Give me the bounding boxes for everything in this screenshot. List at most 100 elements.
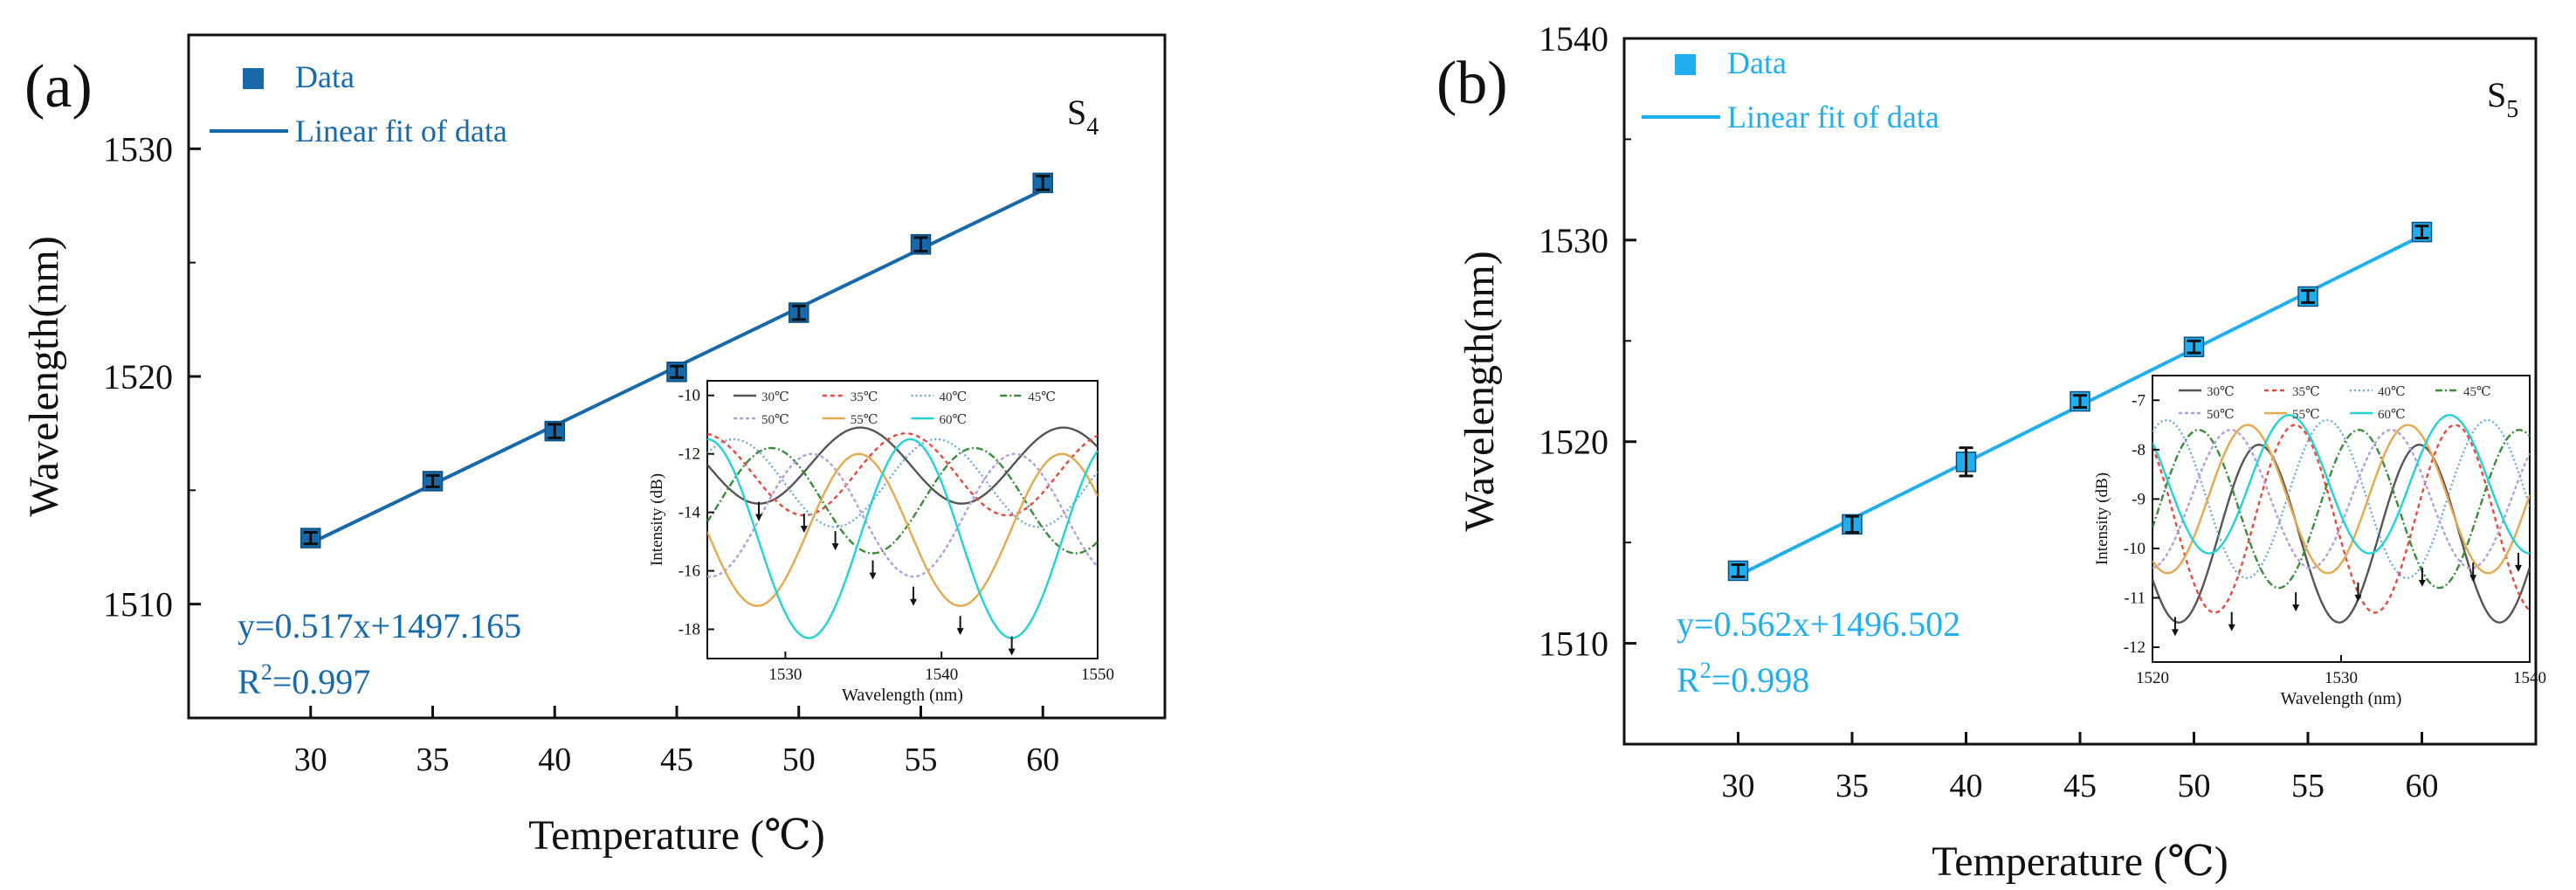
- sample-label: S4: [1067, 93, 1099, 141]
- legend: Data Linear fit of data: [210, 59, 507, 148]
- y-tick-label: 1520: [1539, 423, 1608, 462]
- r-squared: R2=0.998: [1677, 658, 1809, 700]
- inset-arrow-head: [2292, 604, 2300, 612]
- inset-y-axis-label: Intensity (dB): [648, 473, 666, 566]
- x-tick-label: 35: [417, 742, 450, 778]
- legend: Data Linear fit of data: [1642, 45, 1939, 135]
- panel-label: (b): [1436, 50, 1508, 117]
- r-squared-sup: 2: [261, 659, 272, 685]
- legend-label-fit: Linear fit of data: [1727, 100, 1939, 135]
- inset-arrow-head: [910, 598, 918, 606]
- inset-y-tick-label: -7: [2132, 391, 2146, 410]
- inset-legend-label: 60℃: [940, 413, 968, 427]
- inset-legend-label: 35℃: [851, 390, 878, 404]
- x-tick-label: 60: [2406, 768, 2439, 804]
- inset-y-tick-label: -10: [678, 387, 700, 405]
- panel-a: (a) 30 35 40 45 50 55 60 1510 1520 1530 Temperature…: [21, 33, 1167, 859]
- sample-label-sub: 4: [1086, 114, 1099, 141]
- x-tick-label: 45: [2063, 768, 2097, 804]
- inset-frame: [706, 380, 1099, 659]
- y-tick-label: 1530: [1539, 221, 1608, 260]
- inset-curve: [2152, 413, 2530, 555]
- legend-marker-data: [243, 68, 264, 89]
- inset-legend-label: 40℃: [940, 390, 968, 404]
- inset-curve: [707, 446, 1098, 555]
- inset-curve: [2152, 443, 2530, 624]
- x-tick-label: 50: [2178, 768, 2211, 804]
- x-axis-label: Temperature (℃): [528, 812, 825, 859]
- inset-curve: [2152, 424, 2530, 575]
- inset-arrow-head: [2418, 579, 2426, 587]
- inset-y-tick-label: -9: [2132, 490, 2146, 508]
- y-axis-label: Wavelength(nm): [1457, 251, 1503, 531]
- sample-label: S5: [2487, 75, 2518, 123]
- inset-legend-label: 55℃: [2292, 408, 2320, 422]
- legend-marker-data: [1675, 54, 1696, 75]
- inset-curve: [707, 438, 1098, 639]
- x-tick-label: 55: [905, 742, 938, 778]
- inset-legend-label: 30℃: [2207, 385, 2235, 399]
- x-tick-label: 45: [660, 742, 693, 778]
- x-tick-label: 30: [1722, 768, 1755, 804]
- inset-x-tick-label: 1520: [2136, 669, 2169, 687]
- inset-x-axis-label: Wavelength (nm): [2281, 689, 2402, 708]
- fit-equation: y=0.562x+1496.502: [1677, 604, 1960, 644]
- inset-legend-label: 30℃: [761, 390, 789, 404]
- inset: 30℃ 35℃ 40℃ 45℃ 50℃ 55℃ 60℃ 1520 1530 1540 -12 -11 -…: [2093, 375, 2546, 708]
- inset-curve: [2152, 428, 2530, 569]
- inset-arrow-head: [755, 514, 763, 521]
- y-axis-label: Wavelength(nm): [21, 236, 67, 516]
- inset-curve: [2152, 418, 2530, 580]
- inset-y-tick-label: -14: [678, 504, 701, 522]
- inset-x-tick-label: 1540: [2513, 669, 2546, 687]
- y-tick-label: 1510: [1539, 624, 1608, 664]
- y-tick-label: 1540: [1539, 19, 1608, 59]
- inset-legend-label: 45℃: [1028, 390, 1056, 404]
- panel-b: (b) 30 35 40 45 50 55 60 1510 1520 1530 1540 Tempera…: [1436, 19, 2546, 885]
- x-tick-label: 50: [782, 742, 816, 778]
- legend-label-fit: Linear fit of data: [295, 114, 507, 148]
- inset-y-tick-label: -12: [678, 445, 700, 464]
- r-squared-value: =0.998: [1712, 660, 1810, 700]
- inset-x-tick-label: 1550: [1081, 666, 1114, 684]
- inset-legend-label: 40℃: [2378, 385, 2406, 399]
- inset-curve: [707, 438, 1098, 528]
- panel-label: (a): [24, 53, 93, 121]
- inset-legend-label: 45℃: [2463, 385, 2491, 399]
- inset-legend-label: 55℃: [851, 413, 878, 427]
- inset-legend-label: 60℃: [2378, 408, 2406, 422]
- inset-legend-label: 50℃: [2207, 408, 2235, 422]
- x-tick-label: 40: [1950, 768, 1983, 804]
- inset-arrow-head: [869, 572, 877, 580]
- inset-y-tick-label: -16: [678, 562, 700, 581]
- inset-arrow-head: [1008, 648, 1016, 656]
- inset-y-tick-label: -18: [678, 621, 700, 639]
- sample-label-sub: 5: [2506, 96, 2518, 123]
- y-tick-label: 1530: [103, 129, 173, 169]
- y-tick-label: 1520: [103, 357, 173, 397]
- r-squared-value: =0.997: [272, 662, 371, 701]
- inset-x-tick-label: 1530: [768, 666, 802, 684]
- legend-label-data: Data: [1727, 45, 1787, 80]
- inset-arrow-head: [2469, 575, 2477, 583]
- inset-y-tick-label: -12: [2124, 638, 2146, 657]
- inset-x-tick-label: 1540: [925, 666, 958, 684]
- r-squared-sup: 2: [1700, 658, 1712, 683]
- inset-arrow-head: [2228, 624, 2235, 631]
- inset-frame: [2152, 375, 2531, 663]
- inset-arrow-head: [2171, 629, 2179, 637]
- inset-curve: [707, 432, 1098, 517]
- inset: 30℃ 35℃ 40℃ 45℃ 50℃ 55℃ 60℃ 1530 1540 1550 -18 -16 -…: [648, 380, 1114, 705]
- x-tick-label: 55: [2291, 768, 2325, 804]
- fit-equation: y=0.517x+1497.165: [238, 606, 521, 645]
- inset-y-tick-label: -8: [2132, 441, 2146, 459]
- y-tick-label: 1510: [103, 585, 173, 624]
- x-axis-label: Temperature (℃): [1932, 838, 2228, 885]
- inset-y-tick-label: -11: [2124, 589, 2146, 607]
- x-tick-label: 60: [1026, 742, 1059, 778]
- legend-label-data: Data: [295, 59, 355, 94]
- inset-arrow-head: [2354, 594, 2362, 602]
- inset-arrow-head: [800, 526, 808, 534]
- inset-y-tick-label: -10: [2124, 540, 2146, 558]
- inset-arrow-head: [831, 543, 839, 551]
